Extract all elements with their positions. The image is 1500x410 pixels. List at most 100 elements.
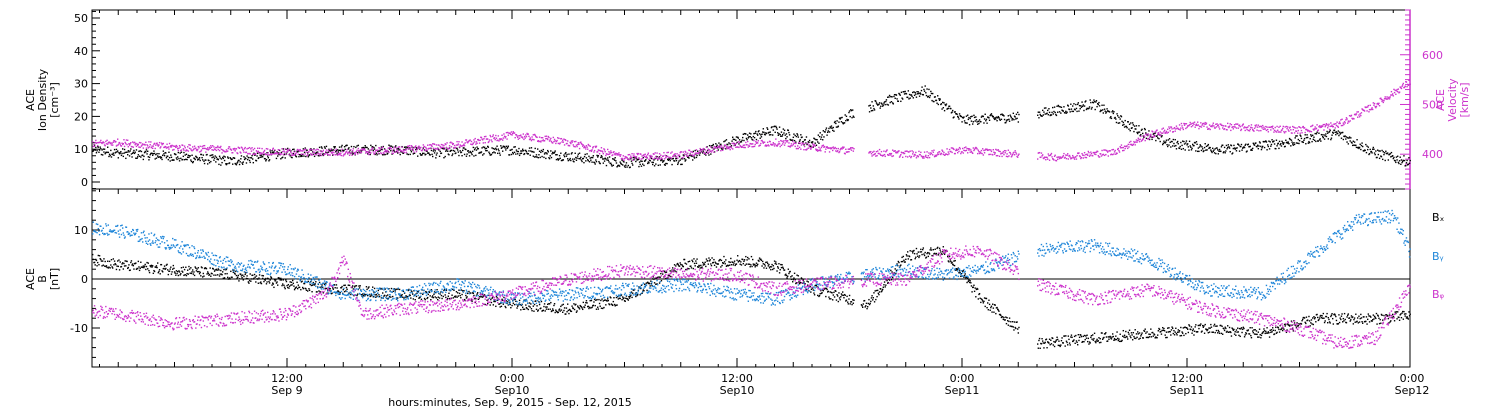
- velocity-series-point: [1362, 108, 1364, 111]
- density-series-point: [945, 104, 947, 107]
- density-series-point: [1072, 110, 1075, 113]
- velocity-series-point: [1273, 129, 1276, 132]
- density-series-point: [226, 163, 228, 165]
- bx-series-point: [124, 260, 126, 262]
- density-series-point: [1347, 143, 1350, 145]
- bx-series-point: [428, 291, 431, 294]
- bx-series-point: [254, 276, 256, 278]
- velocity-series-point: [360, 149, 362, 151]
- velocity-series-point: [1102, 153, 1105, 156]
- density-series-point: [265, 160, 267, 162]
- density-series-point: [898, 93, 901, 95]
- density-series-point: [1115, 118, 1117, 120]
- density-series-point: [1137, 132, 1139, 135]
- velocity-series-point: [267, 148, 269, 150]
- bx-series-point: [191, 271, 193, 273]
- bx-series-point: [112, 267, 114, 269]
- bx-series-point: [437, 296, 440, 298]
- density-series-point: [1368, 153, 1370, 156]
- velocity-series-point: [1167, 128, 1169, 131]
- density-series-point: [1138, 125, 1140, 127]
- axis-ticks: [92, 9, 1411, 367]
- density-series-point: [1005, 121, 1007, 124]
- density-series-point: [591, 161, 593, 163]
- bx-series-point: [148, 271, 151, 274]
- velocity-series-point: [1003, 149, 1006, 152]
- velocity-series-point: [272, 147, 275, 150]
- density-series-point: [1128, 128, 1130, 130]
- velocity-series-point: [919, 153, 921, 156]
- velocity-series-point: [1356, 111, 1358, 113]
- velocity-series-point: [477, 138, 480, 141]
- bx-series-point: [432, 296, 435, 299]
- density-series-point: [755, 130, 757, 133]
- density-series-point: [115, 148, 118, 151]
- density-series-point: [982, 115, 985, 118]
- density-series-point: [168, 156, 171, 159]
- bx-series-point: [347, 284, 350, 286]
- density-series-point: [268, 160, 270, 162]
- density-series-point: [642, 156, 645, 159]
- velocity-series-point: [225, 151, 227, 153]
- density-series-point: [577, 155, 579, 157]
- density-series-point: [267, 155, 269, 157]
- density-series-point: [410, 149, 412, 151]
- density-series-point: [822, 130, 825, 132]
- density-series-point: [899, 94, 901, 96]
- density-series-point: [100, 147, 102, 150]
- density-series-point: [673, 160, 676, 162]
- density-series-point: [254, 154, 256, 156]
- velocity-series-point: [1336, 121, 1338, 123]
- density-series-point: [1348, 136, 1351, 138]
- velocity-series-point: [838, 151, 840, 154]
- bx-series-point: [259, 282, 261, 284]
- density-series-point: [932, 92, 934, 95]
- density-series-point: [248, 156, 250, 159]
- velocity-series-point: [828, 151, 831, 153]
- velocity-series-point: [332, 154, 335, 156]
- density-series-point: [956, 113, 958, 116]
- velocity-series-point: [219, 146, 221, 149]
- velocity-series-point: [240, 146, 243, 148]
- density-series-point: [145, 149, 148, 151]
- velocity-series-point: [140, 142, 142, 144]
- velocity-series-point: [740, 145, 742, 148]
- bx-series-point: [390, 287, 393, 290]
- density-series-point: [1297, 142, 1299, 144]
- density-series-point: [1231, 153, 1233, 155]
- velocity-series-point: [728, 147, 730, 150]
- density-series-point: [470, 151, 472, 154]
- velocity-series-point: [642, 157, 644, 160]
- velocity-series-point: [152, 147, 154, 149]
- velocity-series-point: [433, 143, 436, 146]
- velocity-series-point: [337, 154, 339, 156]
- density-series-point: [1279, 143, 1281, 146]
- bx-series-point: [437, 298, 439, 301]
- density-series-point: [850, 108, 852, 111]
- density-series-point: [396, 148, 398, 150]
- density-series-point: [583, 161, 585, 164]
- bx-series-point: [137, 267, 139, 270]
- velocity-series-point: [428, 144, 431, 146]
- velocity-series-point: [1296, 127, 1298, 129]
- bx-series-point: [272, 282, 274, 284]
- velocity-series-point: [280, 152, 283, 155]
- velocity-series-point: [1309, 130, 1311, 132]
- velocity-series-point: [93, 145, 96, 148]
- density-series-point: [373, 148, 376, 150]
- density-series-point: [542, 148, 545, 151]
- density-series-point: [993, 118, 996, 121]
- density-series-point: [554, 150, 556, 152]
- bx-series-point: [345, 290, 347, 292]
- velocity-series-point: [112, 141, 115, 143]
- velocity-series-point: [902, 151, 905, 154]
- velocity-series-point: [570, 140, 573, 142]
- density-series-point: [425, 153, 427, 156]
- density-series-point: [1001, 113, 1003, 115]
- velocity-series-point: [999, 150, 1001, 153]
- density-series-point: [794, 134, 796, 137]
- bx-series-point: [290, 284, 292, 286]
- density-series-point: [1245, 151, 1248, 153]
- bx-series-point: [355, 285, 358, 287]
- bx-series-point: [255, 275, 258, 277]
